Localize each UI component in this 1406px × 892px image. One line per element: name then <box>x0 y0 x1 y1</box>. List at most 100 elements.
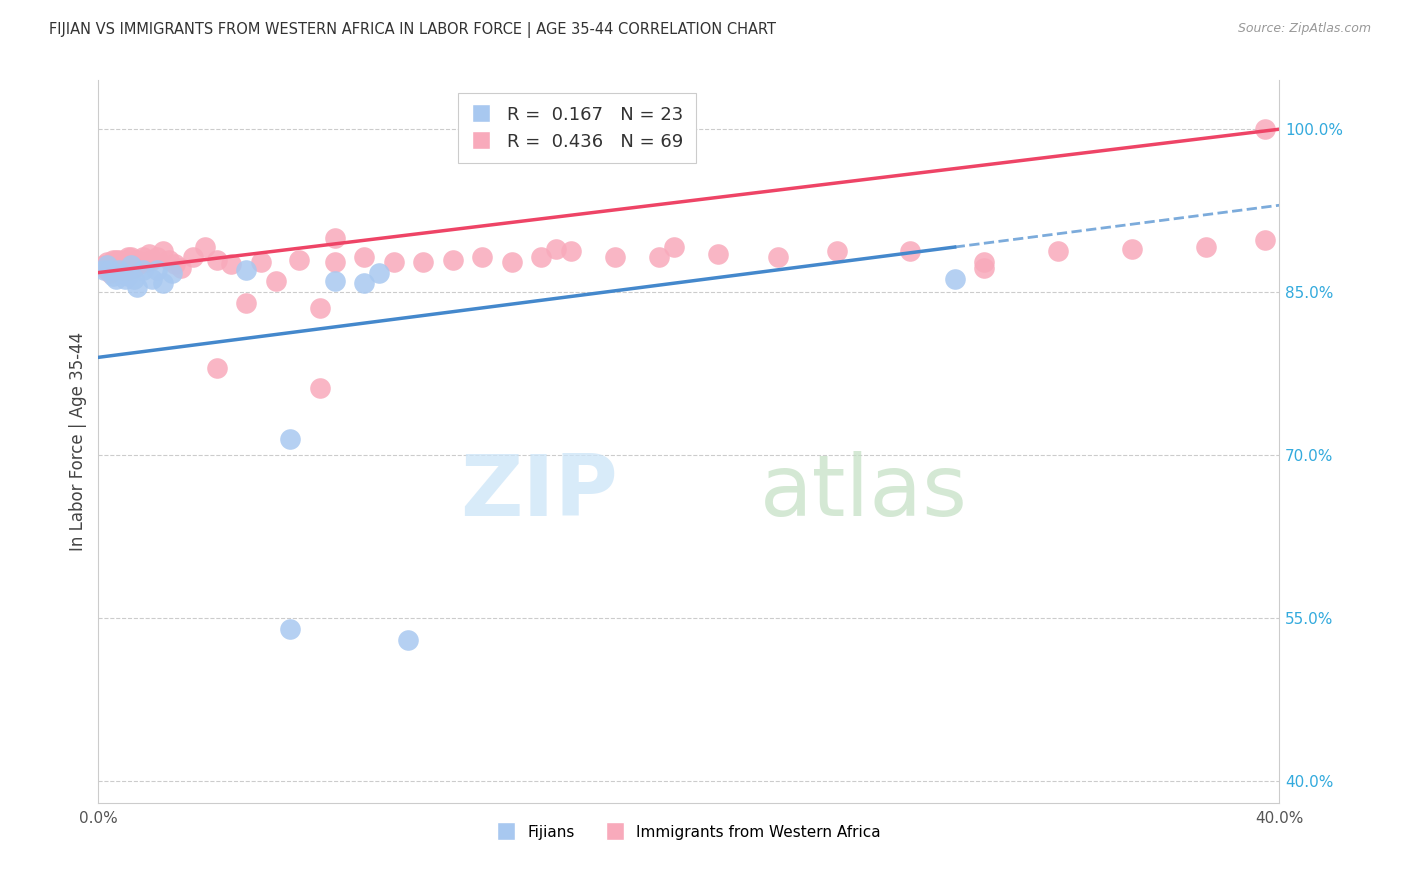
Point <box>125 279 148 293</box>
Point <box>501 254 523 268</box>
Point <box>114 252 136 267</box>
Point <box>120 251 142 265</box>
Point <box>117 251 139 265</box>
Point <box>441 252 464 267</box>
Point <box>152 244 174 258</box>
Point <box>382 254 405 268</box>
Point <box>111 254 134 268</box>
Point <box>1254 122 1277 136</box>
Point <box>1121 242 1143 256</box>
Point <box>235 296 257 310</box>
Point <box>96 254 118 268</box>
Point <box>546 242 568 256</box>
Point <box>221 257 243 271</box>
Point <box>103 252 125 267</box>
Point <box>132 263 155 277</box>
Point <box>141 272 163 286</box>
Point <box>412 254 434 268</box>
Legend: Fijians, Immigrants from Western Africa: Fijians, Immigrants from Western Africa <box>491 819 887 846</box>
Text: FIJIAN VS IMMIGRANTS FROM WESTERN AFRICA IN LABOR FORCE | AGE 35-44 CORRELATION : FIJIAN VS IMMIGRANTS FROM WESTERN AFRICA… <box>49 22 776 38</box>
Point <box>368 266 391 280</box>
Point <box>943 272 966 286</box>
Point <box>141 252 163 267</box>
Point <box>108 252 131 267</box>
Point <box>250 254 273 268</box>
Point <box>152 277 174 291</box>
Point <box>353 251 375 265</box>
Point <box>560 244 582 258</box>
Point <box>323 231 346 245</box>
Point <box>111 263 134 277</box>
Point <box>138 247 160 261</box>
Point <box>766 251 789 265</box>
Point <box>900 244 922 258</box>
Point <box>105 252 128 267</box>
Point <box>105 272 128 286</box>
Point <box>471 251 494 265</box>
Text: ZIP: ZIP <box>460 450 619 533</box>
Point <box>98 258 121 272</box>
Point <box>96 263 118 277</box>
Point <box>98 266 121 280</box>
Point <box>825 244 848 258</box>
Point <box>103 268 125 283</box>
Point <box>648 251 671 265</box>
Point <box>280 432 302 446</box>
Point <box>1254 233 1277 247</box>
Point <box>353 277 375 291</box>
Point <box>93 258 115 272</box>
Point <box>165 257 187 271</box>
Point <box>181 251 204 265</box>
Point <box>93 263 115 277</box>
Point <box>323 254 346 268</box>
Text: Source: ZipAtlas.com: Source: ZipAtlas.com <box>1237 22 1371 36</box>
Point <box>170 261 193 276</box>
Point <box>96 258 118 272</box>
Point <box>664 239 686 253</box>
Point <box>105 260 128 275</box>
Point <box>973 254 995 268</box>
Point <box>114 258 136 272</box>
Point <box>120 258 142 272</box>
Point <box>530 251 553 265</box>
Point <box>114 272 136 286</box>
Point <box>132 251 155 265</box>
Point <box>146 251 169 265</box>
Point <box>111 266 134 280</box>
Point <box>162 266 183 280</box>
Point <box>103 263 125 277</box>
Point <box>135 254 157 268</box>
Point <box>122 272 145 286</box>
Point <box>264 274 287 288</box>
Point <box>323 274 346 288</box>
Point <box>128 257 150 271</box>
Point <box>235 263 257 277</box>
Point <box>309 301 332 316</box>
Point <box>1195 239 1218 253</box>
Point <box>707 247 730 261</box>
Point <box>122 261 145 276</box>
Point <box>398 632 420 647</box>
Y-axis label: In Labor Force | Age 35-44: In Labor Force | Age 35-44 <box>69 332 87 551</box>
Point <box>117 268 139 283</box>
Point <box>205 252 228 267</box>
Point <box>146 263 169 277</box>
Text: atlas: atlas <box>759 450 967 533</box>
Point <box>605 251 627 265</box>
Point <box>194 239 217 253</box>
Point <box>117 263 139 277</box>
Point <box>973 261 995 276</box>
Point <box>103 257 125 271</box>
Point <box>1046 244 1070 258</box>
Point <box>125 252 148 267</box>
Point <box>309 381 332 395</box>
Point <box>205 361 228 376</box>
Point <box>157 252 180 267</box>
Point <box>98 263 121 277</box>
Point <box>108 263 131 277</box>
Point <box>122 254 145 268</box>
Point <box>120 257 142 271</box>
Point <box>117 257 139 271</box>
Point <box>108 258 131 272</box>
Point <box>288 252 311 267</box>
